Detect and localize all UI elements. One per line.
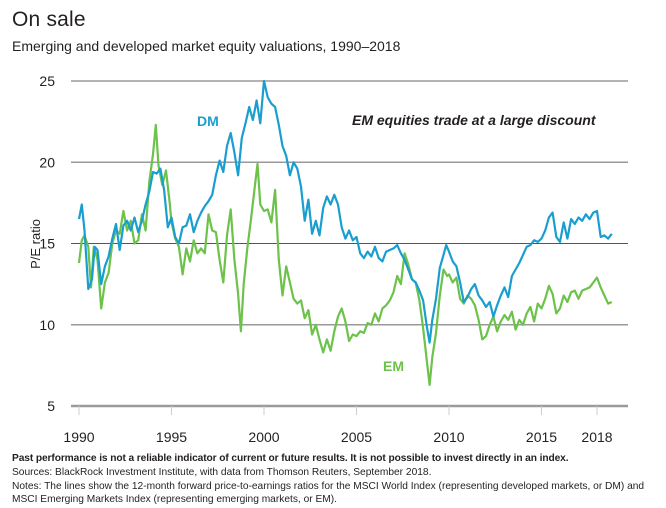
x-tick-label: 2000 [248,429,279,445]
x-tick-label: 2015 [526,429,557,445]
series-label-dm: DM [197,113,219,129]
series-line-dm [77,79,613,344]
disclaimer-text: Past performance is not a reliable indic… [12,453,569,464]
chart-subtitle: Emerging and developed market equity val… [12,38,401,54]
gridlines [71,80,628,408]
series-lines [77,79,613,386]
y-tick-label: 10 [39,317,55,333]
y-tick-label: 25 [39,73,55,89]
notes-text: Notes: The lines show the 12-month forwa… [12,481,645,505]
y-tick-label: 20 [39,154,55,170]
series-line-em [77,123,613,386]
x-tick-label: 2005 [341,429,372,445]
x-tick-label: 1995 [156,429,187,445]
x-tick-label: 2018 [581,429,612,445]
x-tick-label: 1990 [63,429,94,445]
x-axis-ticks: 1990 1995 2000 2005 2010 2015 2018 [63,406,613,445]
y-axis-title: P/E ratio [28,219,43,269]
y-axis-ticks: 25 20 15 10 5 [39,73,55,414]
chart-title: On sale [12,8,86,31]
y-tick-label: 5 [47,398,55,414]
x-tick-label: 2010 [433,429,464,445]
sources-text: Sources: BlackRock Investment Institute,… [12,467,432,478]
chart-annotation: EM equities trade at a large discount [352,112,597,128]
y-tick-label: 15 [39,236,55,252]
series-label-em: EM [383,358,404,374]
